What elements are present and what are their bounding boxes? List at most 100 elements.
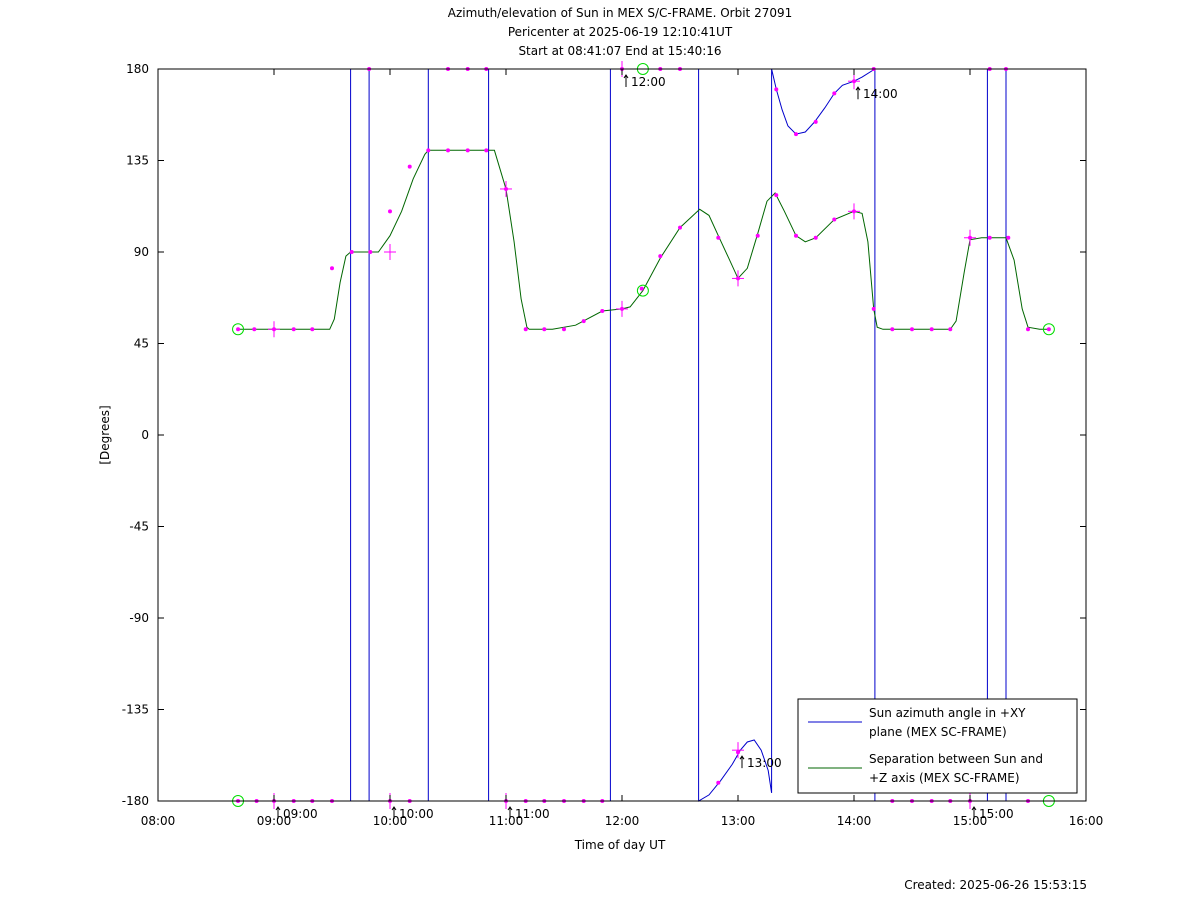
series-2-marker [678,225,682,230]
y-tick-label: -90 [129,611,149,625]
series-2-marker [871,306,876,311]
chart-title: Azimuth/elevation of Sun in MEX S/C-FRAM… [448,6,793,58]
x-tick-label: 09:00 [257,814,292,828]
time-annotation: 10:00 [391,806,434,821]
x-tick-label: 15:00 [953,814,988,828]
time-annotation: 13:00 [739,755,782,770]
chart-title-line-2: Pericenter at 2025-06-19 12:10:41UT [508,25,733,39]
series-2-marker [910,327,914,332]
series-2-marker [407,164,412,169]
time-annotation-arrowhead [507,806,513,811]
chart-title-line-1: Azimuth/elevation of Sun in MEX S/C-FRAM… [448,6,793,20]
series-1-marker [813,119,818,124]
time-annotation-arrowhead [275,806,281,811]
series-2-marker [1026,327,1030,332]
series-2-marker [368,250,373,254]
hour-cross-marker [384,244,396,260]
series-line-1 [238,68,1049,802]
event-circle-marker [636,284,649,297]
series-2-marker [484,148,489,153]
time-annotation-label: 09:00 [283,807,318,821]
x-axis-label: Time of day UT [574,838,666,852]
series-2-marker [813,235,818,240]
series-2-marker [794,233,798,238]
y-tick-label: -135 [122,703,149,717]
series-2-marker [542,327,547,332]
legend-box [797,698,1078,794]
chart-title-line-3: Start at 08:41:07 End at 15:40:16 [518,44,721,58]
series-2-marker [446,148,450,153]
time-annotation-arrowhead [391,806,397,811]
time-annotation-arrowhead [739,755,745,760]
event-circle-marker [232,323,245,336]
time-annotation-label: 14:00 [863,87,898,101]
series-2-marker [929,327,934,332]
series-layer [232,61,1055,809]
series-1-marker [794,132,798,137]
y-tick-label: -45 [129,520,149,534]
time-annotation-label: 15:00 [979,807,1014,821]
series-2-marker [716,235,721,240]
series-2-marker [310,327,315,332]
created-timestamp: Created: 2025-06-26 15:53:15 [904,878,1087,892]
hour-cross-marker [732,742,744,759]
y-tick-label: 90 [134,245,149,259]
series-2-marker [600,308,605,313]
y-axis-label: [Degrees] [98,405,112,464]
series-2-marker [330,266,334,271]
x-tick-label: 08:00 [141,814,176,828]
time-annotation: 09:00 [275,806,318,821]
series-1-marker [716,780,721,785]
x-tick-label: 13:00 [721,814,756,828]
series-2-marker [987,235,992,240]
time-annotation-label: 10:00 [399,807,434,821]
series-2-marker [349,250,354,254]
series-2-marker [426,148,431,153]
hour-cross-marker [268,321,280,338]
y-tick-label: 45 [134,337,149,351]
series-2-marker [639,286,644,291]
axes: 08:00 09:00 10:00 11:00 12:00 13:00 14:00 15:00… [122,62,1104,828]
y-tick-label: 180 [126,62,149,76]
x-tick-label: 10:00 [373,814,408,828]
hour-cross-marker [848,73,860,90]
hour-cross-marker [848,203,860,220]
time-annotation-arrowhead [971,806,977,811]
series-2-marker [252,327,257,332]
time-annotation: 15:00 [971,806,1014,821]
series-2-marker [1006,235,1011,240]
y-tick-label: 135 [126,154,149,168]
series-2-marker [755,233,760,238]
series-2-marker [948,327,953,332]
series-2-marker [1046,327,1051,332]
time-annotation: 14:00 [855,86,898,101]
series-2-marker [523,327,528,332]
series-2-marker [291,327,296,332]
time-annotation-arrowhead [855,86,861,91]
legend-label-1: Sun azimuth angle in +XY [869,706,1026,720]
series-2-marker [388,209,392,214]
time-annotation: 11:00 [507,806,550,821]
event-circle-marker [1042,323,1055,336]
series-1-marker [774,87,779,92]
series-2-marker [890,327,895,332]
series-2-marker [236,327,241,332]
y-tick-label: 0 [141,428,149,442]
series-1-marker [832,91,837,96]
legend-label-1: plane (MEX SC-FRAME) [869,725,1007,739]
series-2-marker [562,327,566,332]
time-annotation-label: 13:00 [747,756,782,770]
legend: Sun azimuth angle in +XY plane (MEX SC-FR… [797,698,1078,794]
annotations: 09:00 10:00 11:00 12:00 13:00 14:00 15:00 [275,74,1014,821]
hour-cross-marker [964,229,976,246]
x-tick-label: 14:00 [837,814,872,828]
series-2-marker [465,148,470,153]
legend-label-2: +Z axis (MEX SC-FRAME) [869,771,1020,785]
y-tick-label: -180 [122,794,149,808]
series-2-marker [774,193,779,198]
hour-cross-marker [616,300,628,317]
series-line-2 [238,149,1049,330]
x-tick-label: 16:00 [1069,814,1104,828]
series-2-marker [832,217,837,222]
